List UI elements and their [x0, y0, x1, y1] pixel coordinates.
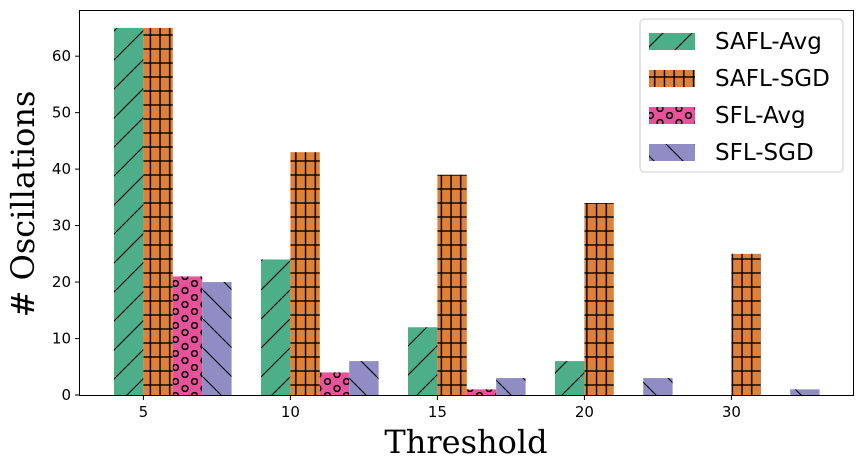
bar-safl-sgd-5	[143, 27, 173, 396]
legend-box	[639, 18, 844, 173]
bar-sfl-avg-15	[466, 389, 497, 395]
y-axis: 0 10 20 30 40 50 60	[52, 47, 80, 404]
x-tick-label-5: 5	[139, 403, 149, 421]
y-tick-label-20: 20	[52, 273, 71, 291]
y-tick-label-50: 50	[52, 104, 71, 122]
y-axis-title: # Oscillations	[4, 91, 42, 318]
bar-sfl-avg-5	[172, 276, 203, 395]
plot-frame	[79, 10, 854, 396]
legend-label-sfl-avg: SFL-Avg	[715, 103, 806, 129]
legend-swatch-safl-avg	[649, 33, 695, 50]
legend-swatch-sfl-sgd	[649, 144, 695, 161]
legend-swatch-sfl-avg	[649, 107, 695, 124]
bar-safl-avg-5	[114, 27, 144, 396]
y-tick-label-30: 30	[52, 217, 71, 235]
bar-safl-avg-20	[555, 361, 585, 395]
legend-label-safl-sgd: SAFL-SGD	[715, 66, 830, 92]
bar-sfl-sgd-15	[496, 378, 526, 395]
bar-safl-sgd-15	[437, 174, 467, 395]
bar-sfl-sgd-30	[790, 389, 820, 395]
legend-swatch-safl-sgd	[649, 70, 695, 87]
y-tick-label-0: 0	[61, 386, 71, 404]
legend-label-sfl-sgd: SFL-SGD	[715, 140, 814, 166]
x-tick-label-10: 10	[281, 403, 300, 421]
bars-layer	[114, 27, 820, 396]
legend-label-safl-avg: SAFL-Avg	[715, 29, 822, 55]
x-tick-label-20: 20	[575, 403, 594, 421]
bar-safl-avg-10	[261, 259, 291, 395]
bar-sfl-avg-10	[319, 372, 350, 395]
x-axis: 5 10 15 20 30	[139, 395, 741, 421]
x-tick-label-15: 15	[428, 403, 447, 421]
y-tick-label-60: 60	[52, 47, 71, 65]
y-tick-label-10: 10	[52, 330, 71, 348]
bar-sfl-sgd-10	[349, 361, 379, 395]
bar-safl-sgd-20	[584, 203, 614, 395]
legend: SAFL-Avg SAFL-SGD SFL-Avg SFL-SGD	[639, 18, 844, 173]
bar-safl-avg-15	[408, 327, 438, 395]
y-tick-label-40: 40	[52, 160, 71, 178]
bar-sfl-sgd-5	[202, 282, 232, 395]
bar-safl-sgd-30	[731, 253, 761, 395]
bar-sfl-sgd-20	[643, 378, 673, 395]
bar-safl-sgd-10	[290, 152, 320, 395]
x-tick-label-30: 30	[722, 403, 741, 421]
x-axis-title: Threshold	[384, 423, 547, 461]
